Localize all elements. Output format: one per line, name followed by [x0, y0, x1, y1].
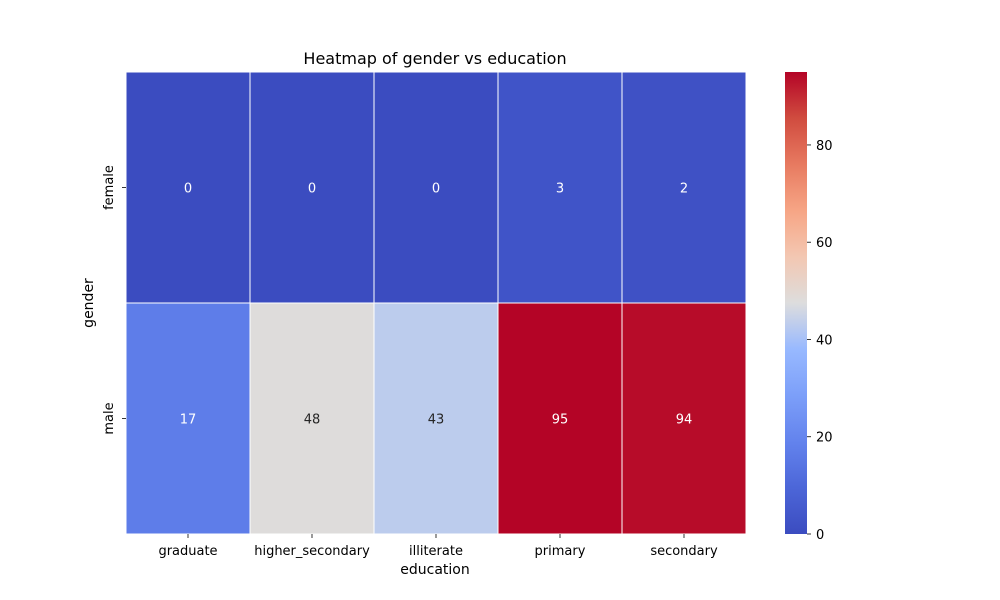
- cell-value-label: 48: [304, 413, 321, 428]
- heatmap-cell: [497, 71, 623, 304]
- colorbar-tick-label: 0: [816, 528, 824, 543]
- x-tick-label: higher_secondary: [254, 544, 370, 559]
- cell-value-label: 0: [184, 182, 192, 197]
- x-tick-label: secondary: [650, 544, 718, 559]
- cell-value-label: 95: [552, 413, 569, 428]
- heatmap-cell: [125, 71, 251, 304]
- y-tick-label: female: [102, 165, 117, 210]
- heatmap-cell: [249, 302, 375, 535]
- cell-value-label: 0: [432, 182, 440, 197]
- heatmap-cell: [373, 302, 499, 535]
- heatmap-cell: [621, 71, 747, 304]
- colorbar-tick-label: 60: [816, 236, 833, 251]
- axis-ticks: graduate higher_secondary illiterate primar…: [102, 165, 718, 559]
- cell-value-label: 0: [308, 182, 316, 197]
- colorbar-tick-label: 20: [816, 431, 833, 446]
- cell-value-label: 17: [180, 413, 197, 428]
- y-tick-label: male: [102, 402, 117, 434]
- heatmap-cell: [373, 71, 499, 304]
- x-axis-label: education: [400, 562, 469, 578]
- cell-value-label: 3: [556, 182, 564, 197]
- x-tick-label: primary: [535, 544, 586, 559]
- colorbar-tick-label: 80: [816, 139, 833, 154]
- colorbar: 0 20 40 60 80: [785, 72, 833, 543]
- colorbar-gradient: [785, 72, 807, 534]
- cell-value-label: 94: [676, 413, 693, 428]
- heatmap-cell: [249, 71, 375, 304]
- cell-value-label: 43: [428, 413, 445, 428]
- chart-title: Heatmap of gender vs education: [303, 49, 566, 68]
- cell-value-label: 2: [680, 182, 688, 197]
- heatmap-cell: [125, 302, 251, 535]
- heatmap-cells: 0 0 0 3 2 17 48 43 95 94: [125, 71, 747, 535]
- x-tick-label: graduate: [158, 544, 217, 559]
- heatmap-cell: [621, 302, 747, 535]
- x-tick-label: illiterate: [409, 544, 463, 559]
- y-axis-label: gender: [81, 278, 97, 328]
- colorbar-tick-label: 40: [816, 333, 833, 348]
